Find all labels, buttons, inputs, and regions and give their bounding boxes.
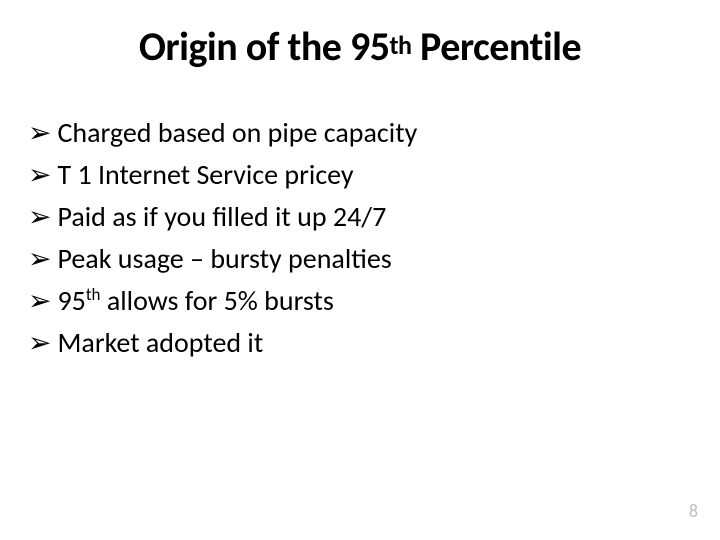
- bullet-list: ➢ Charged based on pipe capacity ➢ T 1 I…: [28, 112, 680, 364]
- bullet-text: Paid as if you filled it up 24/7: [57, 196, 386, 238]
- bullet-text: Market adopted it: [57, 322, 263, 364]
- title-sup: th: [390, 29, 412, 61]
- bullet-pre: 95: [57, 283, 85, 318]
- chevron-right-icon: ➢: [28, 322, 51, 364]
- chevron-right-icon: ➢: [28, 238, 51, 280]
- chevron-right-icon: ➢: [28, 154, 51, 196]
- bullet-text: T 1 Internet Service pricey: [57, 154, 353, 196]
- chevron-right-icon: ➢: [28, 196, 51, 238]
- title-post: Percentile: [412, 22, 582, 71]
- bullet-post: allows for 5% bursts: [101, 283, 334, 318]
- bullet-text: 95th allows for 5% bursts: [57, 280, 333, 322]
- page-number: 8: [689, 500, 698, 522]
- title-pre: Origin of the 95: [139, 22, 390, 71]
- chevron-right-icon: ➢: [28, 112, 51, 154]
- bullet-text: Charged based on pipe capacity: [57, 112, 417, 154]
- list-item: ➢ Paid as if you filled it up 24/7: [28, 196, 680, 238]
- chevron-right-icon: ➢: [28, 280, 51, 322]
- list-item: ➢ 95th allows for 5% bursts: [28, 280, 680, 322]
- list-item: ➢ Charged based on pipe capacity: [28, 112, 680, 154]
- bullet-sup: th: [86, 284, 101, 305]
- list-item: ➢ T 1 Internet Service pricey: [28, 154, 680, 196]
- list-item: ➢ Market adopted it: [28, 322, 680, 364]
- bullet-text: Peak usage – bursty penalties: [57, 238, 391, 280]
- slide-title: Origin of the 95th Percentile: [0, 22, 720, 71]
- list-item: ➢ Peak usage – bursty penalties: [28, 238, 680, 280]
- slide: Origin of the 95th Percentile ➢ Charged …: [0, 0, 720, 540]
